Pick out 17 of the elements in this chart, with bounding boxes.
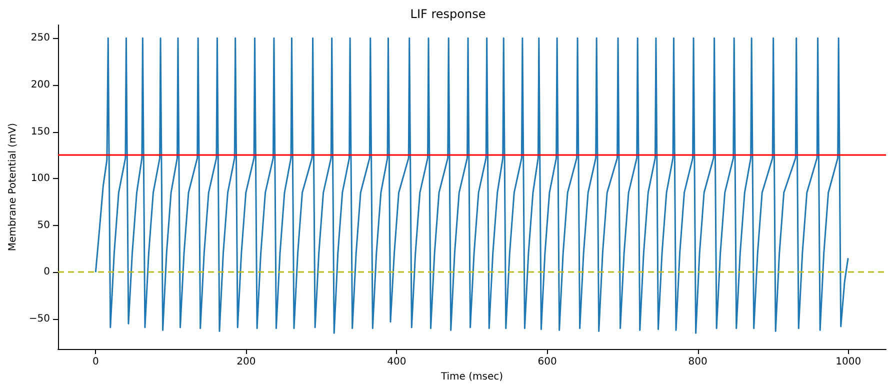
y-tick-label: 50 [37,220,50,231]
y-tick-label: 150 [30,126,50,138]
y-tick-label: −50 [28,314,50,325]
y-axis-title: Membrane Potential (mV) [8,122,18,252]
y-tick-label: 100 [30,173,50,184]
x-tick-label: 400 [387,356,406,368]
x-tick-label: 200 [236,356,256,368]
x-tick-label: 0 [92,356,99,368]
y-tick-label: 200 [30,79,50,90]
chart-title: LIF response [410,7,486,21]
line-series [94,37,849,334]
x-tick-label: 800 [688,356,708,368]
y-tick-label: 250 [30,32,50,44]
y-tick-label: 0 [44,266,50,278]
x-axis-title: Time (msec) [440,371,504,382]
x-tick-label: 1000 [836,356,862,368]
x-tick-label: 600 [538,356,557,368]
